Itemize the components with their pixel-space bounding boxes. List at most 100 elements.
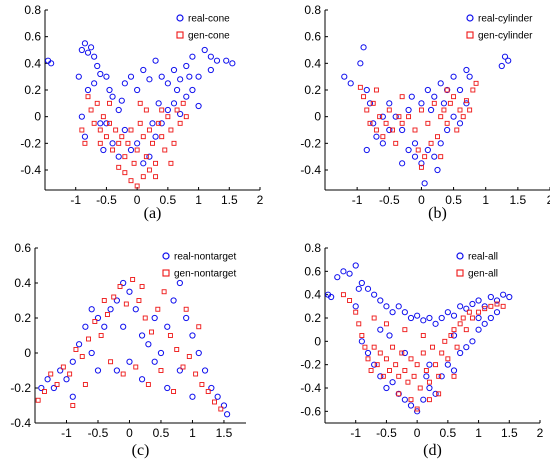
data-point-circle <box>88 306 95 313</box>
data-point-circle <box>334 274 341 281</box>
data-point-square <box>155 306 161 312</box>
x-tick-label: 1.5 <box>216 426 233 440</box>
data-point-circle <box>418 100 425 107</box>
data-point-circle <box>386 126 393 134</box>
data-point-square <box>171 140 177 146</box>
data-point-circle <box>450 73 457 80</box>
data-point-square <box>402 327 408 333</box>
series-real-cone <box>44 40 236 167</box>
data-point-square <box>171 389 177 394</box>
data-point-circle <box>411 153 419 160</box>
data-point-square <box>133 364 139 370</box>
x-tick-label: -1 <box>61 426 72 440</box>
legend-label: real-all <box>468 252 498 263</box>
data-point-circle <box>481 320 488 327</box>
data-point-square <box>399 94 405 100</box>
data-point-circle <box>177 110 184 118</box>
data-point-square <box>383 356 389 362</box>
data-point-circle <box>363 146 370 154</box>
y-tick-label: 0.4 <box>24 56 41 70</box>
data-point-square <box>196 324 202 330</box>
data-point-circle <box>444 309 451 316</box>
legend-marker <box>162 269 170 277</box>
y-tick-label: 0 <box>34 110 41 124</box>
data-point-circle <box>506 293 513 301</box>
data-point-square <box>411 373 417 379</box>
data-point-circle <box>364 349 372 357</box>
data-point-square <box>142 315 148 321</box>
data-point-square <box>82 140 88 146</box>
data-point-circle <box>475 297 482 304</box>
data-point-circle <box>352 303 359 310</box>
data-point-square <box>396 373 402 379</box>
data-point-square <box>368 368 374 373</box>
data-point-square <box>340 292 346 298</box>
data-point-circle <box>78 46 85 54</box>
data-point-circle <box>103 73 110 80</box>
data-point-circle <box>115 106 122 114</box>
data-point-circle <box>173 86 181 94</box>
series-gen-cylinder <box>357 80 479 170</box>
data-point-circle <box>84 49 92 56</box>
data-point-circle <box>84 86 92 94</box>
data-point-square <box>140 174 146 180</box>
data-point-square <box>218 406 224 412</box>
data-point-square <box>177 120 183 126</box>
data-point-square <box>347 298 353 303</box>
series-real-cylinder <box>341 44 512 187</box>
data-point-square <box>205 389 211 394</box>
data-point-square <box>439 350 445 356</box>
data-point-square <box>125 140 131 146</box>
data-point-circle <box>401 396 408 403</box>
data-point-circle <box>463 305 470 312</box>
y-tick-label: -0.4 <box>300 163 321 177</box>
data-point-circle <box>414 312 421 319</box>
data-point-circle <box>379 113 386 120</box>
data-point-circle <box>444 86 451 94</box>
data-point-square <box>128 127 134 133</box>
data-point-circle <box>399 160 406 167</box>
data-point-circle <box>481 303 488 310</box>
data-point-circle <box>100 146 107 154</box>
data-point-circle <box>138 332 146 339</box>
data-point-circle <box>120 279 127 287</box>
data-point-square <box>445 356 451 362</box>
data-point-square <box>380 134 386 140</box>
data-point-circle <box>146 153 153 160</box>
data-point-square <box>393 140 399 146</box>
data-point-square <box>103 134 109 140</box>
x-tick-label: 0.5 <box>440 426 457 440</box>
data-point-circle <box>407 314 415 322</box>
data-point-circle <box>164 323 171 330</box>
data-point-square <box>146 167 152 173</box>
data-point-square <box>467 107 473 113</box>
data-point-square <box>460 114 466 120</box>
data-point-circle <box>383 384 390 392</box>
data-point-circle <box>420 317 427 324</box>
data-point-circle <box>157 349 165 357</box>
data-point-square <box>402 368 408 373</box>
data-point-circle <box>207 66 214 74</box>
data-point-square <box>436 391 442 397</box>
data-point-square <box>433 362 439 368</box>
y-tick-label: 0.2 <box>24 83 41 97</box>
data-point-circle <box>152 133 159 140</box>
legend-label: gen-nontarget <box>174 269 236 280</box>
data-point-square <box>457 321 463 327</box>
data-point-square <box>451 327 457 333</box>
data-point-square <box>98 333 104 338</box>
y-tick-label: 0.2 <box>304 311 321 325</box>
data-point-square <box>143 107 149 113</box>
data-point-circle <box>152 57 159 64</box>
data-point-circle <box>389 309 396 316</box>
data-point-circle <box>170 100 178 107</box>
data-point-square <box>67 371 73 377</box>
data-point-square <box>377 350 383 356</box>
data-point-circle <box>214 393 221 400</box>
data-point-square <box>425 120 431 126</box>
data-point-circle <box>134 140 141 147</box>
data-point-circle <box>132 306 139 313</box>
data-point-circle <box>426 361 433 368</box>
data-point-circle <box>414 408 421 415</box>
data-point-circle <box>94 367 102 374</box>
